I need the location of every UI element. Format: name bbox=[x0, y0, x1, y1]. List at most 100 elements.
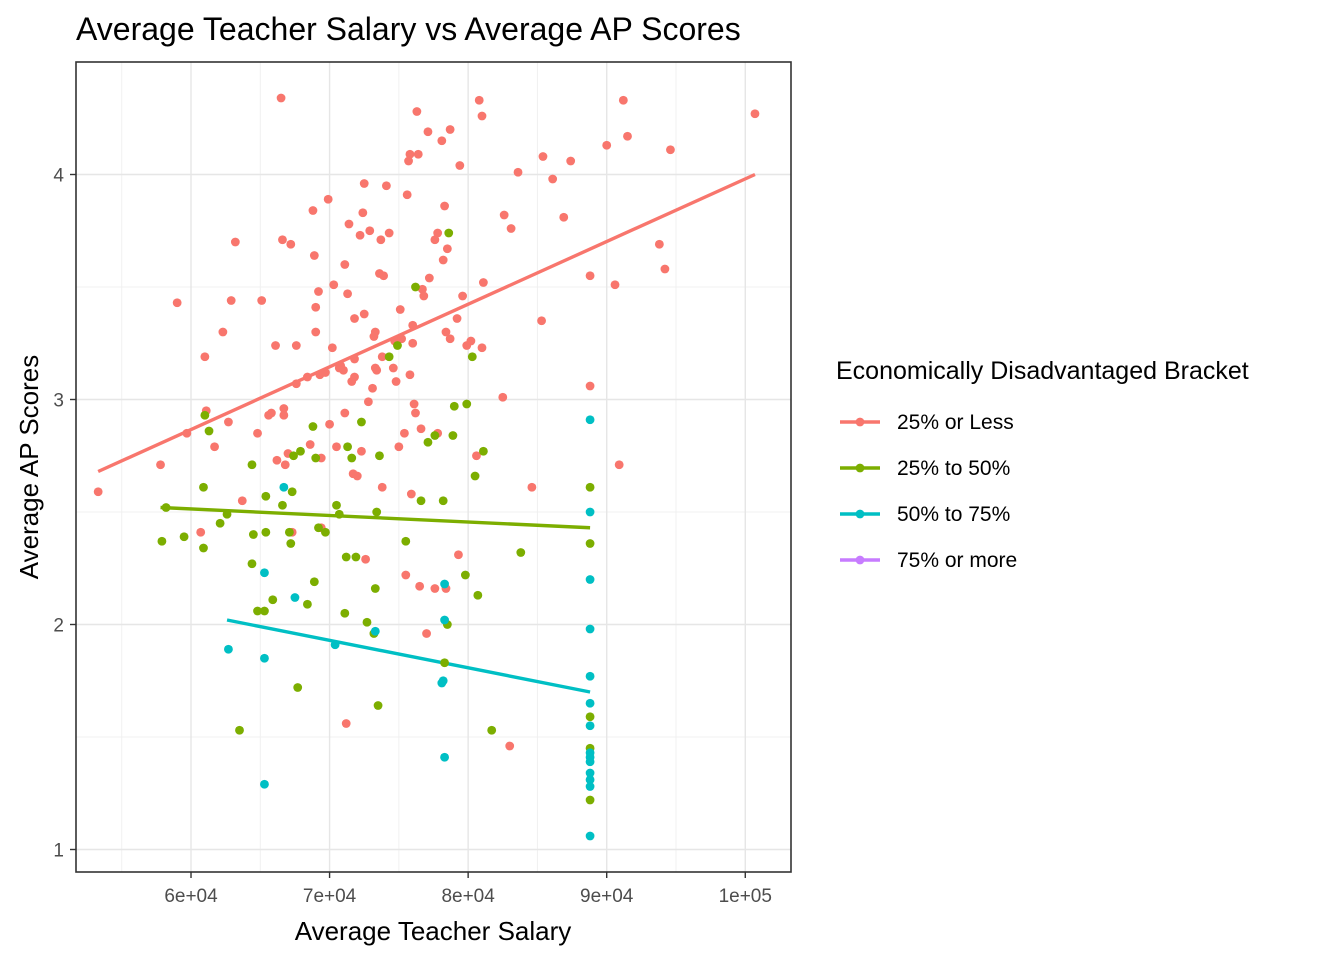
data-point-series-1 bbox=[309, 577, 319, 587]
data-point-series-1 bbox=[375, 451, 384, 461]
data-point-series-0 bbox=[405, 149, 415, 159]
data-point-series-0 bbox=[200, 352, 210, 362]
data-point-series-2 bbox=[585, 757, 595, 767]
x-tick-label: 6e+04 bbox=[164, 886, 218, 907]
data-point-series-0 bbox=[408, 320, 418, 330]
data-point-series-2 bbox=[585, 575, 595, 584]
data-point-series-2 bbox=[585, 507, 595, 517]
data-point-series-1 bbox=[286, 539, 296, 548]
data-point-series-0 bbox=[424, 273, 434, 283]
data-point-series-0 bbox=[404, 156, 413, 166]
data-point-series-1 bbox=[289, 451, 298, 461]
data-point-series-1 bbox=[261, 491, 271, 501]
data-point-series-1 bbox=[340, 608, 350, 618]
data-point-series-0 bbox=[321, 368, 330, 377]
data-point-series-1 bbox=[401, 536, 411, 546]
data-point-series-0 bbox=[397, 334, 407, 344]
data-point-series-1 bbox=[293, 683, 303, 692]
data-point-series-1 bbox=[284, 527, 294, 537]
data-point-series-0 bbox=[359, 309, 369, 319]
data-point-series-0 bbox=[343, 289, 352, 299]
data-point-series-1 bbox=[161, 503, 171, 512]
data-point-series-0 bbox=[237, 496, 247, 506]
data-point-series-0 bbox=[218, 327, 228, 337]
data-point-series-0 bbox=[358, 208, 368, 218]
data-point-series-0 bbox=[370, 327, 380, 337]
data-point-series-0 bbox=[253, 428, 262, 438]
legend-key-point bbox=[855, 463, 865, 473]
trend-line-series-1 bbox=[160, 505, 591, 530]
data-point-series-1 bbox=[370, 584, 380, 593]
data-point-series-0 bbox=[452, 314, 462, 323]
data-point-series-0 bbox=[498, 392, 508, 402]
data-point-series-2 bbox=[440, 579, 449, 589]
chart-title: Average Teacher Salary vs Average AP Sco… bbox=[76, 11, 741, 47]
data-point-series-0 bbox=[305, 440, 315, 449]
data-point-series-2 bbox=[585, 624, 595, 634]
data-point-series-0 bbox=[408, 338, 418, 348]
data-point-series-1 bbox=[303, 599, 312, 609]
data-point-series-0 bbox=[750, 109, 760, 119]
data-point-series-0 bbox=[210, 442, 219, 452]
data-point-series-0 bbox=[350, 372, 359, 382]
data-point-series-1 bbox=[373, 701, 383, 710]
data-point-series-2 bbox=[224, 644, 233, 654]
data-point-series-2 bbox=[279, 482, 289, 492]
data-point-series-1 bbox=[585, 539, 595, 548]
data-point-series-0 bbox=[391, 377, 401, 386]
data-point-series-0 bbox=[156, 460, 165, 470]
legend-key-point bbox=[855, 509, 865, 519]
data-point-series-2 bbox=[440, 752, 449, 762]
data-point-series-1 bbox=[372, 507, 382, 517]
data-point-series-0 bbox=[401, 570, 411, 580]
data-point-series-1 bbox=[204, 426, 214, 436]
data-point-series-2 bbox=[330, 640, 340, 650]
data-point-series-1 bbox=[248, 530, 258, 539]
legend-item: 25% or Less bbox=[840, 411, 1014, 434]
data-point-series-0 bbox=[332, 442, 341, 452]
legend-label: 75% or more bbox=[897, 549, 1017, 572]
data-point-series-1 bbox=[438, 496, 448, 506]
data-point-series-2 bbox=[370, 626, 380, 636]
data-point-series-0 bbox=[280, 460, 290, 470]
data-point-series-1 bbox=[235, 725, 244, 735]
data-point-series-1 bbox=[347, 453, 357, 463]
data-point-series-0 bbox=[361, 554, 371, 564]
data-point-series-1 bbox=[449, 401, 459, 411]
data-point-series-0 bbox=[412, 107, 422, 116]
data-point-series-2 bbox=[440, 615, 449, 625]
data-point-series-0 bbox=[423, 127, 433, 137]
data-point-series-1 bbox=[448, 431, 458, 440]
data-point-series-1 bbox=[351, 552, 361, 562]
data-point-series-0 bbox=[666, 145, 675, 155]
data-point-series-0 bbox=[196, 527, 206, 537]
data-point-series-1 bbox=[314, 523, 323, 533]
data-point-series-0 bbox=[458, 291, 467, 301]
y-tick-label: 4 bbox=[53, 166, 64, 187]
data-point-series-0 bbox=[527, 482, 537, 492]
data-point-series-0 bbox=[279, 404, 289, 413]
data-point-series-2 bbox=[438, 676, 448, 686]
data-point-series-0 bbox=[365, 226, 375, 236]
data-point-series-1 bbox=[341, 552, 351, 562]
legend-label: 25% to 50% bbox=[897, 457, 1010, 480]
data-point-series-1 bbox=[473, 590, 483, 600]
y-tick-label: 2 bbox=[53, 616, 64, 637]
trend-line-series-2 bbox=[226, 618, 591, 694]
data-point-series-0 bbox=[350, 354, 359, 364]
data-points bbox=[93, 93, 760, 841]
data-point-series-1 bbox=[311, 453, 321, 463]
data-point-series-1 bbox=[343, 442, 352, 452]
data-point-series-0 bbox=[430, 235, 440, 245]
data-point-series-0 bbox=[388, 363, 398, 373]
data-point-series-1 bbox=[440, 658, 449, 668]
data-point-series-0 bbox=[430, 584, 440, 593]
data-point-series-0 bbox=[359, 179, 369, 188]
data-point-series-0 bbox=[513, 167, 523, 177]
data-point-series-1 bbox=[199, 482, 208, 492]
data-point-series-0 bbox=[415, 581, 425, 591]
data-point-series-0 bbox=[309, 251, 319, 260]
data-point-series-1 bbox=[430, 431, 440, 440]
data-point-series-0 bbox=[394, 442, 404, 452]
data-point-series-0 bbox=[272, 455, 282, 465]
